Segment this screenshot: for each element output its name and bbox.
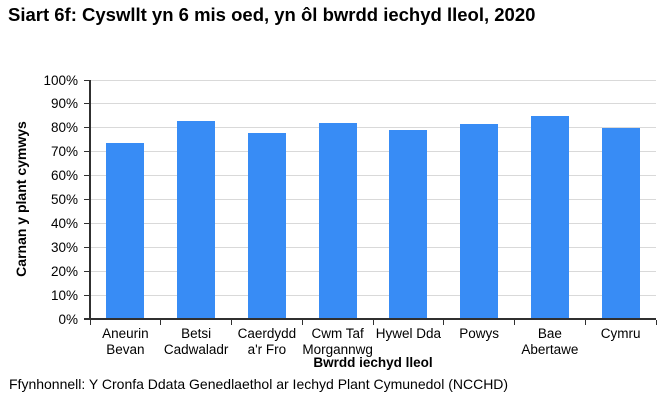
x-category-label: Betsi Cadwaladr [164,326,229,358]
x-category-label-line: Bevan [106,342,145,357]
y-tick-label: 60% [50,168,78,184]
x-category-label-line: Abertawe [521,342,579,357]
x-tick [89,319,91,325]
x-category-label-line: Aneurin [102,326,149,341]
x-category-label-line: Cadwaladr [163,342,229,357]
x-category-label: Aneurin Bevan [102,326,149,358]
x-category-label: Bae Abertawe [521,326,578,358]
x-tick [584,319,586,325]
y-tick-label: 50% [50,192,78,207]
bar-caerdydd-a-r-fro [247,132,286,319]
y-tick [84,151,90,153]
x-category-label-line: Morgannwg [302,342,373,357]
gridline [90,270,656,272]
x-category-label-line: Hywel Dda [375,326,442,341]
bar-aneurin-bevan [106,143,145,319]
y-tick-label: 70% [50,144,78,160]
x-tick [443,319,445,325]
y-tick [84,175,90,177]
x-category-label-line: a'r Fro [247,342,287,357]
plot-area [90,79,656,319]
x-tick [160,319,162,325]
bar-powys [460,124,499,319]
x-axis-title: Bwrdd iechyd lleol [313,355,433,370]
bar-hywel-dda [389,130,428,319]
y-tick [84,103,90,105]
y-tick-label: 80% [50,120,78,136]
x-category-label-line: Caerdydd [237,326,297,341]
gridline [90,294,656,296]
gridline [90,127,656,129]
y-tick [84,127,90,129]
x-category-label: Cwm Taf Morgannwg [302,326,373,358]
y-tick-label: 10% [50,287,78,303]
y-tick [84,199,90,200]
y-tick-label: 40% [50,215,78,231]
gridline [90,79,656,81]
bar-cwm-taf-morgannwg [318,123,357,319]
x-category-label-line: Cwm Taf [311,326,364,341]
bar-bae-abertawe [530,115,569,319]
x-tick [301,319,303,325]
y-tick [84,294,90,296]
x-tick [231,319,232,325]
x-category-label: Hywel Dda [376,326,441,342]
gridline [90,246,656,248]
gridline [90,199,656,200]
gridline [90,103,656,105]
source-note: Ffynhonnell: Y Cronfa Ddata Genedlaethol… [9,376,509,392]
x-category-label: Cymru [601,326,641,342]
x-tick [655,319,657,325]
y-tick [84,79,90,81]
y-tick-label: 20% [50,263,78,279]
y-tick-label: 90% [50,96,78,112]
gridline [90,151,656,153]
chart-title: Siart 6f: Cyswllt yn 6 mis oed, yn ôl bw… [8,4,536,25]
gridline [90,175,656,177]
x-category-label: Caerdydd a'r Fro [238,326,297,358]
y-tick [84,246,90,248]
x-category-label-line: Bae [537,326,562,341]
gridline [90,222,656,224]
bar-cymru [601,127,640,319]
y-tick-label: 0% [58,311,78,327]
x-axis-line [84,318,656,320]
y-tick-label: 100% [43,72,78,88]
x-category-label: Powys [459,326,499,342]
x-category-label-line: Betsi [181,326,212,341]
y-axis-title: Carnan y plant cymwys [13,121,29,277]
x-tick [372,319,374,325]
y-tick [84,270,90,272]
y-tick-label: 30% [50,239,78,255]
x-category-label-line: Cymru [600,326,641,341]
x-category-label-line: Powys [459,326,500,341]
y-axis-line [89,80,91,319]
x-tick [514,319,515,325]
bar-betsi-cadwaladr [177,120,216,319]
y-tick [84,222,90,224]
